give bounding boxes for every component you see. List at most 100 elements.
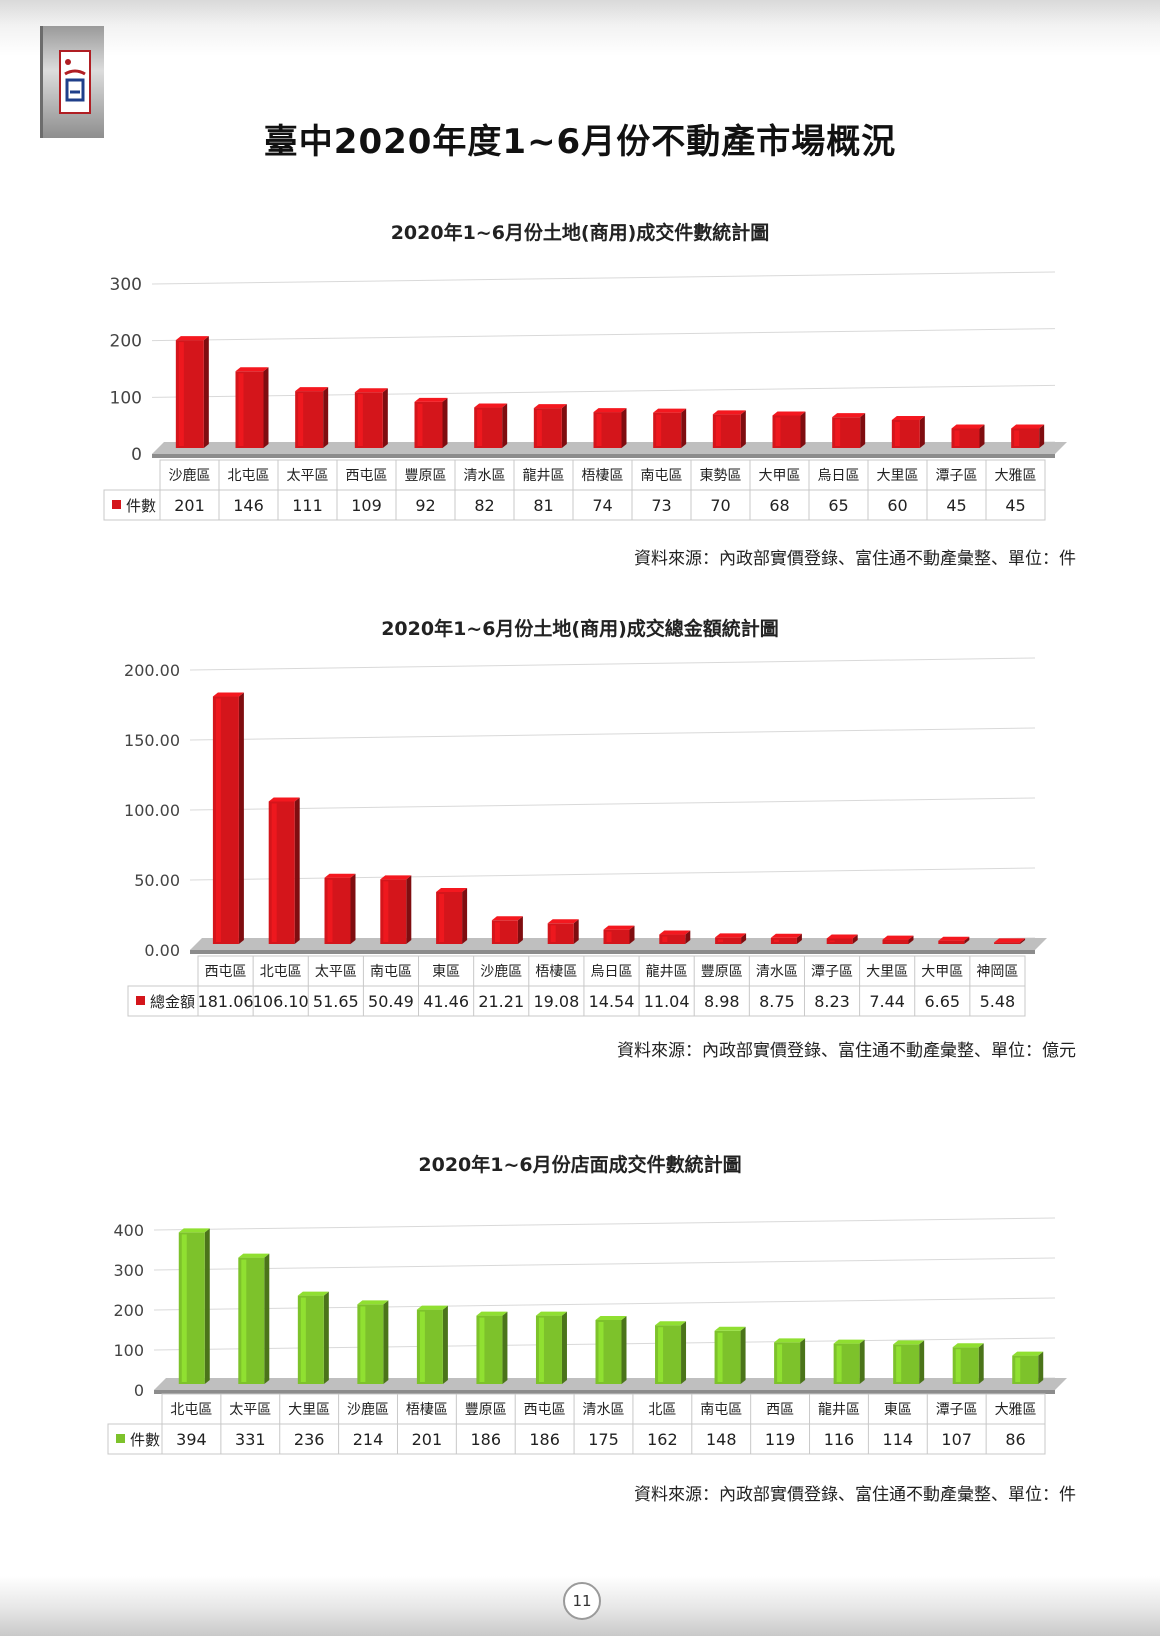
bar [938,936,970,944]
bar-side [621,1316,627,1384]
bar-highlight [1014,430,1020,446]
data-value-label: 331 [235,1430,266,1449]
x-category-label: 豐原區 [465,1402,507,1418]
bar [712,410,746,448]
bar-top [774,1338,806,1343]
y-tick-label: 300 [113,1261,144,1280]
bar-side [964,936,970,944]
x-category-label: 大甲區 [921,964,963,980]
data-value-label: 8.23 [814,992,850,1011]
bar-highlight [717,1332,723,1382]
bar-highlight [596,414,602,446]
bar [951,424,985,448]
x-category-label: 北屯區 [228,468,270,484]
bar-highlight [494,922,500,942]
x-category-label: 北區 [648,1402,676,1418]
bar [1012,1351,1044,1384]
x-category-label: 清水區 [583,1402,625,1418]
data-value-label: 19.08 [533,992,579,1011]
x-category-label: 太平區 [287,468,329,484]
x-category-label: 東區 [884,1402,912,1418]
bar [893,1340,925,1384]
bar-top [436,887,468,892]
bar-side [264,1253,270,1384]
y-tick-label: 400 [113,1221,144,1240]
data-value-label: 8.75 [759,992,795,1011]
bar-top [994,938,1026,943]
bar-side [502,403,508,448]
bar-highlight [550,925,556,942]
bar-top [938,936,970,941]
y-tick-label: 200 [113,1301,144,1320]
x-category-label: 東勢區 [700,468,742,484]
bar [295,387,329,448]
bar-highlight [300,1297,306,1382]
bar-highlight [894,422,900,446]
gridline [151,328,1056,342]
chart-1-source: 資料來源：內政部實價登錄、富住通不動產彙整、單位：件 [634,549,1076,569]
bar-side [852,934,858,944]
bar-top [653,408,687,413]
bar-highlight [658,1327,664,1382]
data-value-label: 65 [828,496,848,515]
data-value-label: 74 [592,496,612,515]
bar-top [380,875,412,880]
data-value-label: 82 [474,496,494,515]
bar [235,367,269,448]
bar-side [908,935,914,944]
legend-swatch [136,996,145,1005]
bar [178,1228,210,1384]
bar-highlight [178,342,184,446]
data-value-label: 70 [710,496,730,515]
bar-highlight [955,1349,961,1382]
chart-3-source: 資料來源：內政部實價登錄、富住通不動產彙整、單位：件 [634,1485,1076,1505]
bar-highlight [775,417,781,446]
bar-front [882,939,909,944]
bar-side [685,930,691,944]
bar-top [238,1253,270,1258]
x-category-label: 北屯區 [170,1402,212,1418]
bar-highlight [715,416,721,446]
bar-top [770,933,802,938]
bar-front [994,942,1021,944]
y-tick-label: 50.00 [134,871,180,890]
bar-top [268,797,300,802]
bar [952,1343,984,1384]
y-tick-label: 200.00 [124,661,180,680]
y-tick-label: 100 [110,388,142,408]
data-value-label: 14.54 [589,992,635,1011]
x-category-label: 沙鹿區 [347,1401,389,1418]
data-value-label: 201 [174,496,205,515]
chart-floor-edge [154,1390,1055,1394]
data-value-label: 68 [769,496,789,515]
data-value-label: 21.21 [478,992,524,1011]
bar [595,1316,627,1384]
bar-highlight [357,394,363,446]
bar-side [800,411,806,448]
x-category-label: 烏日區 [818,467,860,484]
bar [416,1305,448,1384]
bar-top [235,367,269,372]
bar-side [1020,938,1026,944]
legend-label: 件數 [130,1431,160,1449]
bar [832,413,866,448]
gridline [153,1257,1056,1271]
page-title: 臺中2020年度1~6月份不動產市場概況 [263,122,897,162]
bar-side [740,410,746,448]
bar-side [800,1338,806,1384]
x-category-label: 清水區 [756,964,798,980]
page-number: 11 [563,1582,601,1620]
bar [772,411,806,448]
bar-side [204,1228,210,1384]
x-category-label: 大里區 [877,468,919,484]
bar-side [741,933,747,944]
bar-side [740,1326,746,1384]
bar-side [919,1340,925,1384]
legend-swatch [116,1434,125,1443]
bar-side [1039,424,1045,448]
y-tick-label: 0.00 [144,941,180,960]
bar-top [772,411,806,416]
bar [882,935,914,944]
bar-side [859,1339,865,1384]
